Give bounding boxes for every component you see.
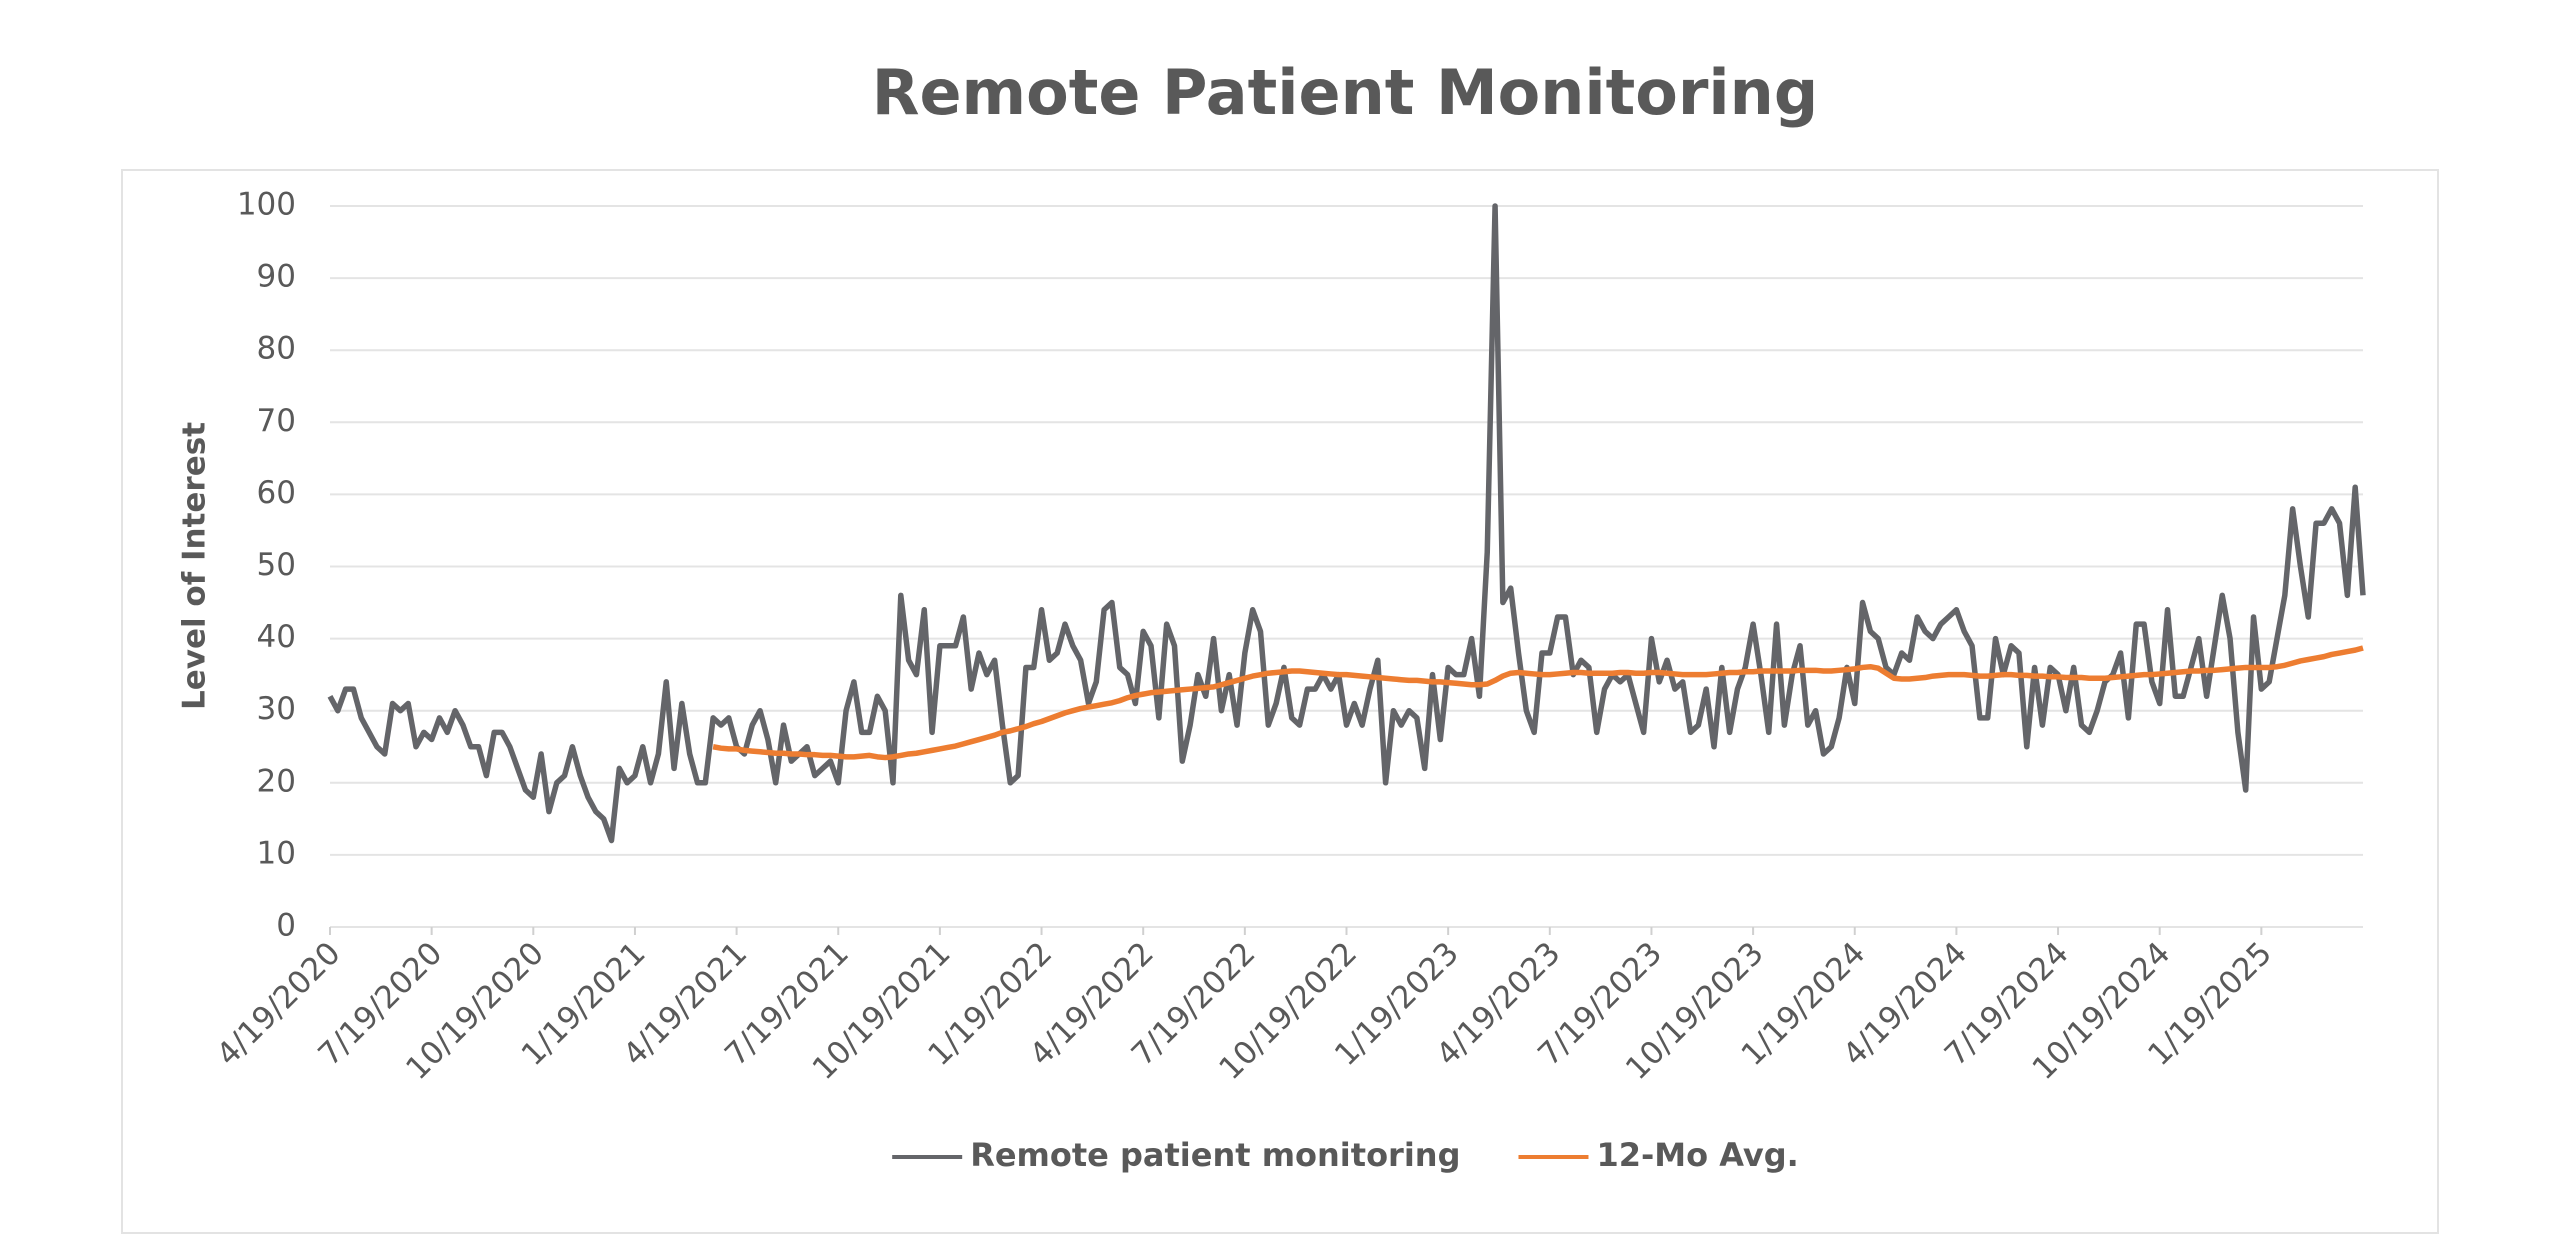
y-tick-label: 20: [257, 763, 296, 799]
legend-label: 12-Mo Avg.: [1596, 1136, 1798, 1174]
legend-label: Remote patient monitoring: [970, 1136, 1460, 1174]
y-tick-label: 50: [257, 547, 296, 583]
y-tick-label: 0: [276, 908, 296, 944]
y-axis-label: Level of Interest: [177, 422, 213, 710]
series-line: [327, 203, 2366, 844]
y-tick-label: 100: [237, 187, 296, 223]
y-tick-label: 30: [257, 691, 296, 727]
y-tick-label: 60: [257, 475, 296, 511]
chart-frame: [121, 169, 2439, 1234]
y-tick-label: 40: [257, 619, 296, 655]
y-tick-label: 10: [257, 835, 296, 871]
chart-title: Remote Patient Monitoring: [872, 56, 1818, 129]
series-line: [712, 645, 2364, 761]
y-tick-label: 80: [257, 331, 296, 367]
y-tick-label: 90: [257, 259, 296, 295]
y-tick-label: 70: [257, 403, 296, 439]
